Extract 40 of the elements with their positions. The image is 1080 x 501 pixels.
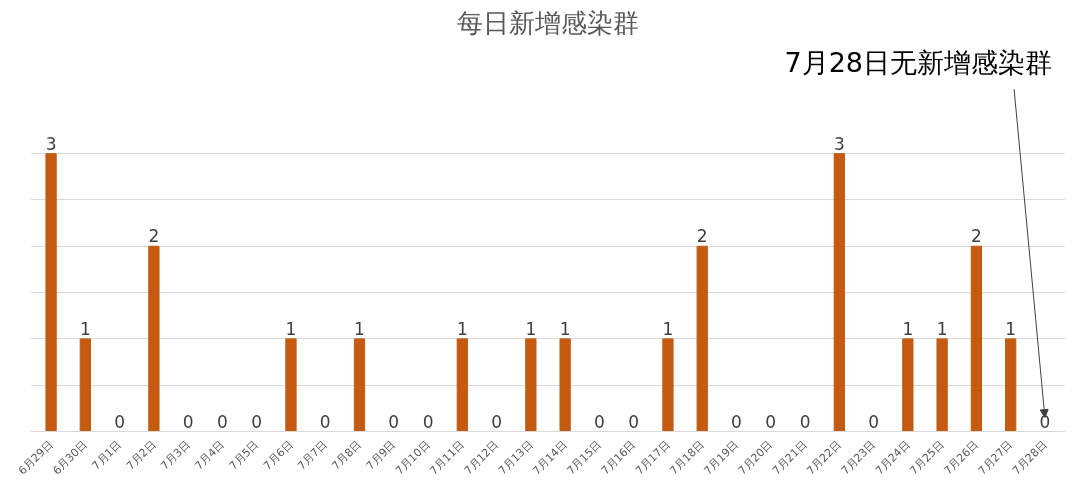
- data-label: 1: [662, 318, 674, 339]
- data-label: 1: [936, 318, 948, 339]
- x-tick-label: 7月7日: [295, 437, 330, 473]
- data-label: 2: [148, 226, 160, 247]
- x-tick-label: 7月3日: [158, 437, 193, 473]
- data-label: 0: [594, 411, 605, 432]
- data-label: 0: [422, 411, 434, 432]
- data-label: 1: [525, 318, 537, 339]
- data-label: 0: [765, 411, 777, 432]
- data-label: 0: [114, 411, 126, 432]
- data-label: 1: [354, 318, 365, 339]
- data-label: 0: [799, 411, 811, 432]
- data-label: 1: [285, 318, 297, 339]
- chart-title: 每日新增感染群: [457, 7, 639, 38]
- data-label: 0: [182, 411, 194, 432]
- text: 7月28日无新增感染群: [784, 46, 1053, 78]
- data-label: 0: [388, 411, 400, 432]
- x-tick-label: 7月6日: [260, 437, 296, 473]
- data-label: 0: [1039, 411, 1051, 432]
- data-label: 0: [731, 411, 742, 432]
- data-label: 1: [456, 318, 468, 339]
- data-label: 3: [833, 133, 845, 154]
- x-tick-label: 7月2日: [123, 437, 159, 473]
- data-label: 2: [696, 226, 708, 247]
- data-label: 0: [251, 411, 263, 432]
- x-tick-label: 7月1日: [89, 437, 125, 473]
- data-label: 3: [45, 133, 57, 154]
- data-label: 1: [1005, 318, 1017, 339]
- data-label: 0: [217, 411, 228, 432]
- x-tick-label: 7月5日: [226, 437, 262, 473]
- data-label: 0: [491, 411, 503, 432]
- data-label: 0: [868, 411, 879, 432]
- data-label: 1: [902, 318, 914, 339]
- data-label: 1: [559, 318, 571, 339]
- data-label: 0: [319, 411, 331, 432]
- data-label: 2: [970, 226, 982, 247]
- data-label: 1: [79, 318, 91, 339]
- x-tick-label: 7月8日: [329, 437, 365, 473]
- x-tick-label: 7月4日: [192, 437, 228, 473]
- data-label: 0: [628, 411, 640, 432]
